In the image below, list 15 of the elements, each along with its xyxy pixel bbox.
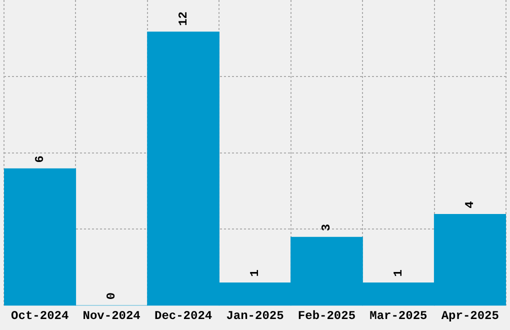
x-tick-label: Jan-2025 [226, 308, 284, 323]
bar [4, 168, 76, 306]
x-tick-label: Feb-2025 [298, 308, 356, 323]
data-label: 6 [32, 156, 47, 163]
x-tick-label: Apr-2025 [441, 308, 499, 323]
data-label: 0 [104, 292, 119, 300]
x-tick-label: Oct-2024 [11, 308, 69, 323]
data-label: 12 [176, 12, 190, 26]
x-tick-label: Nov-2024 [82, 308, 140, 323]
x-tick-label: Dec-2024 [154, 308, 212, 323]
x-tick-label: Mar-2025 [370, 308, 428, 323]
data-label: 3 [320, 224, 334, 232]
data-label: 4 [463, 201, 478, 208]
data-label: 1 [391, 270, 406, 277]
data-label: 1 [248, 270, 262, 277]
